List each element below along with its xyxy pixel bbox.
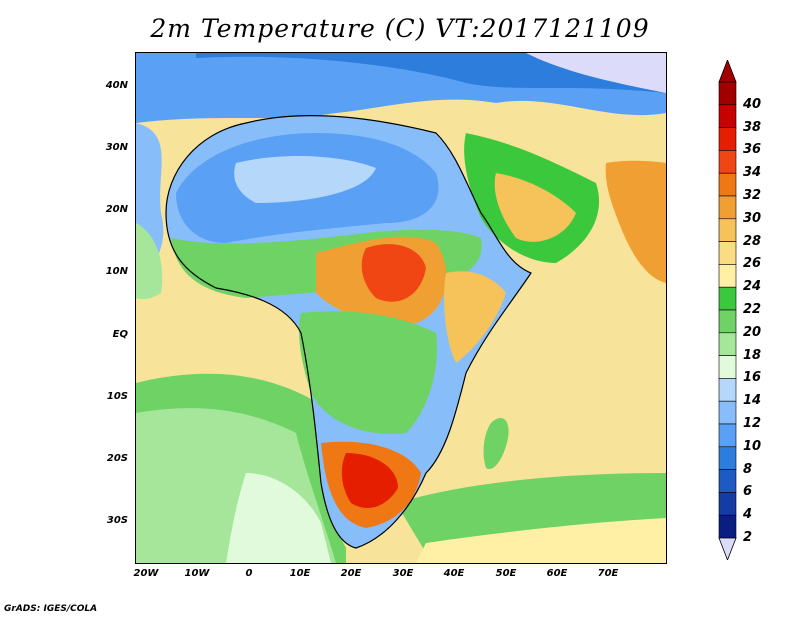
arabia-warm <box>494 173 576 242</box>
colorbar-swatch <box>718 469 737 493</box>
lon-tick-label: 70E <box>597 568 619 579</box>
colorbar-swatch <box>718 81 737 106</box>
colorbar-swatch <box>718 218 737 242</box>
colorbar-swatch <box>718 378 737 402</box>
colorbar-label: 2 <box>743 530 753 545</box>
benguela-cool <box>226 473 331 563</box>
colorbar-swatch <box>718 172 737 197</box>
lon-tick-label: 30E <box>392 568 414 579</box>
colorbar-label: 4 <box>743 507 753 523</box>
kalahari-hot <box>341 453 398 508</box>
map-canvas <box>136 53 666 563</box>
colorbar-label: 16 <box>743 370 762 386</box>
colorbar-label: 32 <box>743 188 762 203</box>
south-indian <box>396 473 666 553</box>
colorbar-label: 20 <box>743 324 762 340</box>
lat-tick-label: 40N <box>105 80 128 91</box>
colorbar-swatch <box>718 446 737 470</box>
colorbar-top-arrow <box>718 60 737 83</box>
central-africa <box>299 311 437 434</box>
colorbar-swatch <box>718 127 737 151</box>
lon-tick-label: 0 <box>245 568 253 579</box>
temperature-map <box>135 52 667 564</box>
colorbar-swatch <box>718 104 737 128</box>
lat-tick-label: 10S <box>106 391 128 402</box>
europe-region <box>196 53 666 93</box>
colorbar-label: 38 <box>743 119 762 135</box>
credit-text: GrADS: IGES/COLA <box>4 604 98 614</box>
lat-tick-label: 30N <box>105 142 128 153</box>
lat-tick-label: 20N <box>105 204 128 215</box>
colorbar-label: 12 <box>743 416 762 431</box>
colorbar-label: 6 <box>743 484 753 500</box>
colorbar <box>718 60 737 560</box>
colorbar-label: 22 <box>743 302 762 317</box>
colorbar-label: 18 <box>743 347 762 363</box>
colorbar-swatch <box>718 286 737 311</box>
colorbar-label: 28 <box>743 233 762 249</box>
lon-tick-label: 20W <box>133 568 159 579</box>
colorbar-swatch <box>718 309 737 334</box>
lon-tick-label: 10E <box>289 568 311 579</box>
colorbar-swatch <box>718 492 737 516</box>
lon-tick-label: 50E <box>495 568 517 579</box>
colorbar-swatch <box>718 150 737 174</box>
lon-tick-label: 60E <box>546 568 568 579</box>
colorbar-swatch <box>718 332 737 356</box>
colorbar-swatch <box>718 514 737 539</box>
colorbar-label: 10 <box>743 438 762 454</box>
india-region <box>605 160 666 283</box>
colorbar-bottom-arrow <box>718 537 737 560</box>
colorbar-swatch <box>718 355 737 379</box>
colorbar-label: 8 <box>743 461 753 477</box>
lon-tick-label: 40E <box>443 568 465 579</box>
horn-of-africa <box>444 271 506 363</box>
colorbar-label: 30 <box>743 210 762 226</box>
colorbar-label: 26 <box>743 256 762 272</box>
cold-region <box>526 53 666 93</box>
map-title: 2m Temperature (C) VT:2017121109 <box>150 14 650 43</box>
sudan-hot <box>361 244 426 302</box>
south-indian-warm <box>416 518 666 563</box>
colorbar-swatch <box>718 423 737 448</box>
lat-tick-label: 10N <box>105 266 128 277</box>
colorbar-label: 14 <box>743 393 762 409</box>
lat-tick-label: 20S <box>106 453 128 464</box>
madagascar <box>483 418 509 469</box>
sahara-cool <box>234 156 376 203</box>
colorbar-swatch <box>718 195 737 220</box>
africa-coastline <box>165 114 532 549</box>
colorbar-swatch <box>718 264 737 288</box>
colorbar-swatch <box>718 241 737 265</box>
colorbar-label: 34 <box>743 165 762 181</box>
colorbar-label: 36 <box>743 142 762 158</box>
atlantic-green <box>136 223 163 300</box>
lat-tick-label: EQ <box>112 329 128 340</box>
lat-tick-label: 30S <box>106 515 128 526</box>
colorbar-swatch <box>718 400 737 425</box>
lon-tick-label: 10W <box>184 568 210 579</box>
colorbar-label: 40 <box>743 96 762 112</box>
lon-tick-label: 20E <box>340 568 362 579</box>
colorbar-label: 24 <box>743 279 762 295</box>
